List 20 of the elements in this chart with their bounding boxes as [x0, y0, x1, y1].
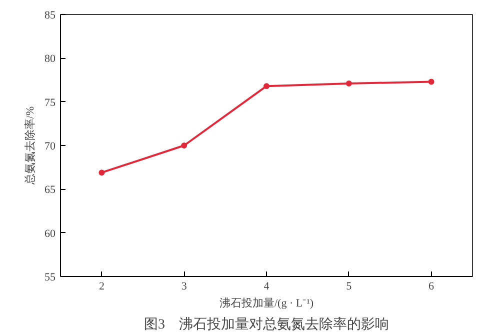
y-tick-label: 65 [44, 184, 56, 196]
x-tick-label: 3 [181, 280, 188, 292]
point [181, 142, 188, 148]
x-tick-label: 2 [98, 280, 104, 292]
caption: 图3 沸石投加量对总氨氮去除率的影响 [144, 316, 389, 332]
y-tick-label: 60 [44, 228, 56, 240]
x-tick-label: 5 [346, 280, 352, 292]
x-tick-label: 4 [264, 280, 270, 292]
point [264, 83, 270, 90]
point [346, 80, 352, 86]
y-tick-label: 55 [44, 272, 56, 284]
y-tick-label: 75 [44, 96, 56, 109]
y-axis-title: 总氨氮去除率/% [24, 106, 36, 186]
y-tick-label: 80 [44, 53, 56, 66]
x-axis-title: 沸石投加量/(g · L⁻¹) [219, 296, 314, 310]
x-tick-label: 6 [428, 280, 435, 292]
point [98, 170, 105, 176]
y-tick-label: 85 [44, 10, 56, 22]
point [428, 78, 434, 85]
y-tick-label: 70 [44, 140, 56, 152]
